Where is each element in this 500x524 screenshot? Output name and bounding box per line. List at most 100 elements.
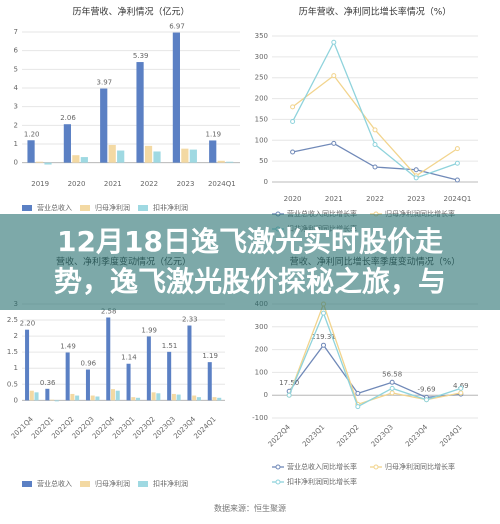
y-tick-label: 150 [255,115,268,123]
legend-swatch [373,464,379,470]
point [355,390,361,396]
bar [217,160,225,163]
point [454,160,460,166]
y-tick-label: 250 [255,74,268,82]
bar [72,155,80,163]
bar [63,124,71,163]
value-label: 0.96 [81,360,97,368]
y-tick-label: 2.5 [7,316,18,324]
point [321,342,326,348]
y-tick-label: 0 [264,178,268,186]
point [454,177,460,183]
bar [136,62,144,163]
bar [212,397,217,401]
legend-swatch [22,205,32,211]
value-label: 17.50 [279,379,299,387]
legend-swatch [80,481,90,487]
bar [117,150,125,163]
y-tick-label: 2 [14,332,18,340]
point [290,149,296,155]
bar [108,144,116,163]
value-label: 2.58 [101,307,117,315]
point [458,390,464,396]
y-tick-label: 0.5 [7,380,18,388]
value-label: 1.14 [121,354,137,362]
x-tick-label: 2024Q1 [208,180,236,188]
point [290,119,296,125]
x-tick-label: 2024Q1 [444,195,472,203]
point [389,390,395,396]
banner: 12月18日逸飞激光实时股价走势，逸飞激光股价探秘之旅，与 [0,214,500,310]
bar [85,369,90,401]
x-tick-label: 2021 [104,180,122,188]
value-label: 6.97 [169,23,185,31]
bar [171,393,176,401]
point [389,385,395,391]
bar [153,151,161,163]
bar [176,394,181,401]
value-label: 219.31 [311,333,336,341]
bar [187,325,192,401]
y-tick-label: -100 [252,414,268,422]
x-tick-label: 2022 [140,180,158,188]
x-tick-label: 2023Q4 [404,423,430,449]
source: 数据来源：恒生聚源 [214,504,286,513]
line [288,344,461,399]
line [292,142,458,181]
point [458,385,464,391]
point [413,175,419,181]
legend-label: 营业总收入同比增长率 [287,462,357,471]
bar [25,329,30,401]
bar [172,32,180,163]
y-tick-label: 0 [14,159,18,167]
point [389,379,395,385]
legend-swatch [80,205,90,211]
bar [75,395,80,401]
y-tick-label: 300 [255,323,268,331]
bar [181,148,189,163]
x-tick-label: 2024Q1 [438,423,463,448]
point [413,167,419,173]
bar [196,397,201,401]
legend-label: 扣非净利润 [153,203,188,212]
value-label: 1.51 [162,342,178,350]
value-label: -9.69 [417,385,435,393]
value-label: 1.19 [206,130,222,138]
x-tick-label: 2022Q4 [267,423,293,449]
chart-title: 历年营收、净利情况（亿元） [72,6,189,18]
bar [35,161,44,163]
y-tick-label: 0 [264,391,268,399]
bar [226,161,234,163]
point [355,404,361,410]
legend-swatch [138,481,148,487]
y-tick-label: 300 [255,53,268,61]
y-tick-label: 0 [14,396,18,404]
x-tick-label: 2019 [31,180,49,188]
x-tick-label: 2023Q2 [335,423,360,448]
legend-swatch [275,464,281,470]
chart-title: 历年营收、净利同比增长率情况（%） [299,6,452,18]
x-tick-label: 2020 [284,195,302,203]
point [454,146,460,152]
value-label: 1.19 [202,352,218,360]
point [286,392,292,398]
x-tick-label: 2021 [325,195,343,203]
bar [100,88,108,163]
bar [131,397,136,401]
bar [34,392,39,401]
y-tick-label: 7 [14,28,18,36]
point [331,140,337,146]
y-tick-label: 6 [14,47,19,55]
point [372,127,378,133]
line [292,40,458,179]
bar [106,317,111,401]
bar [29,390,34,401]
bar [45,388,50,401]
bar [156,393,161,401]
value-label: 1.20 [24,130,40,138]
legend-label: 营业总收入 [37,203,72,212]
bar [207,362,212,401]
bar [136,397,141,401]
legend-label: 归母净利润同比增长率 [385,462,455,471]
x-tick-label: 2023 [407,195,425,203]
